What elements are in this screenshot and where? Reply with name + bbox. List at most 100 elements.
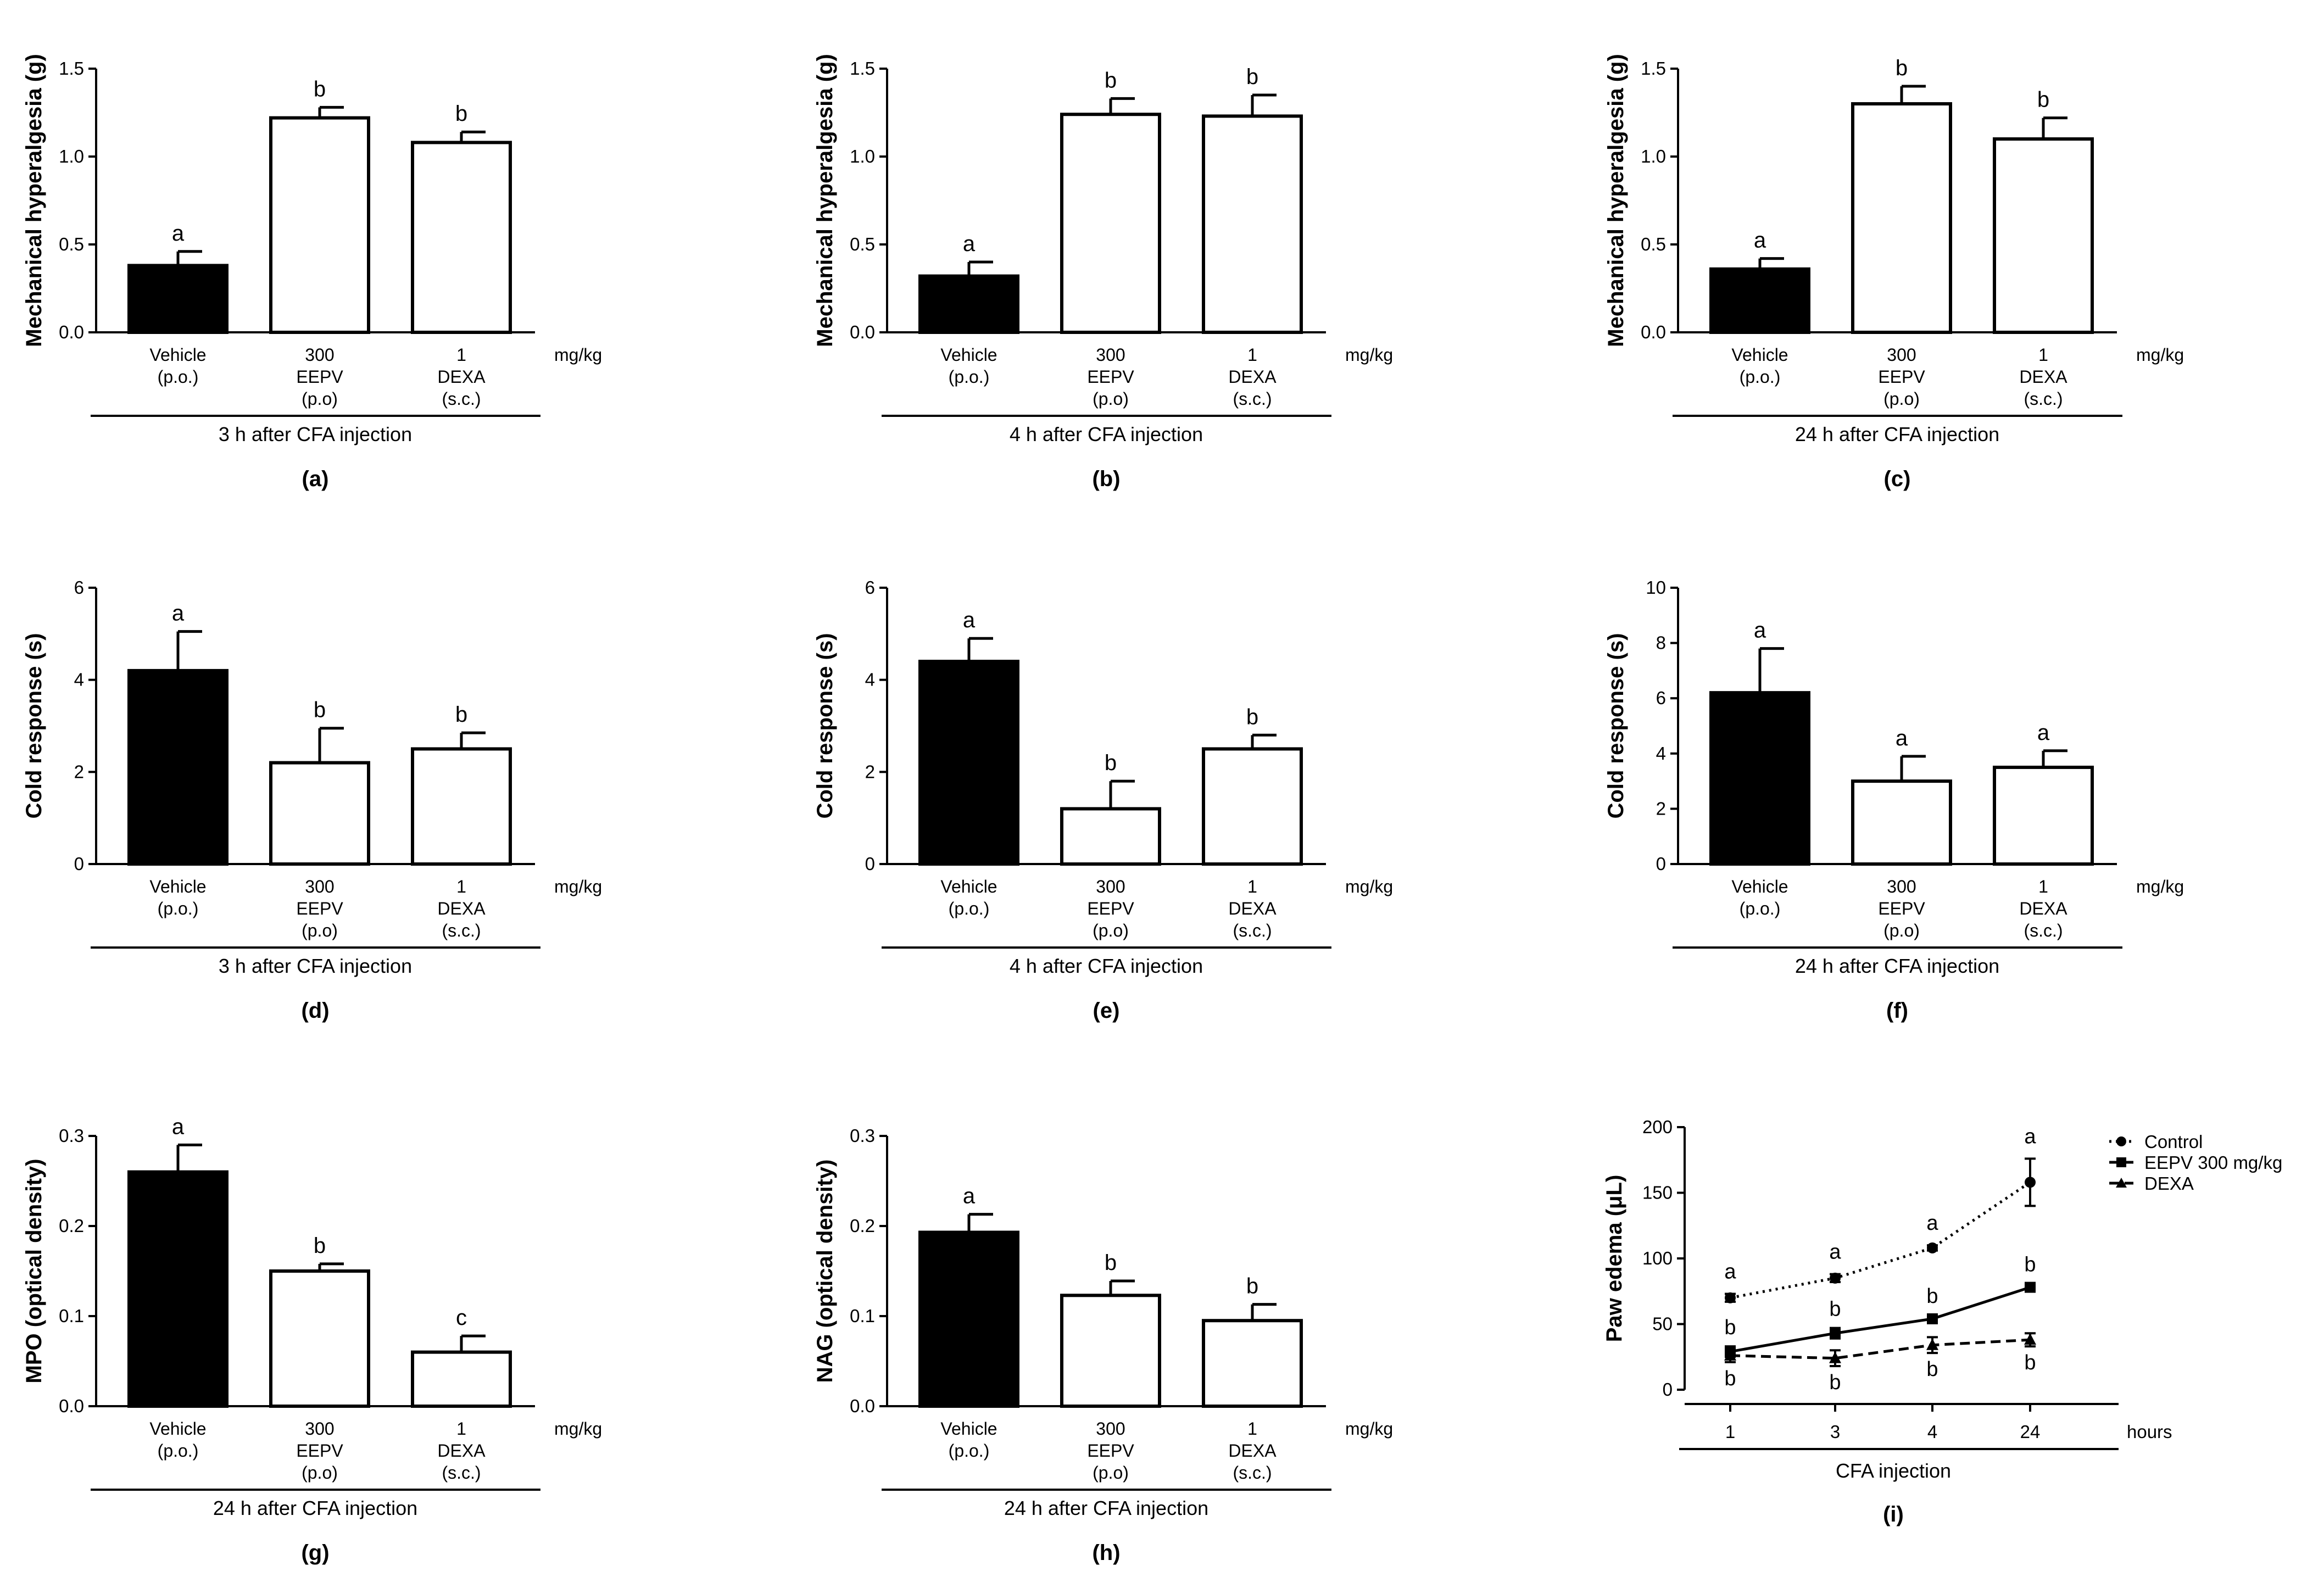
significance-letter: a — [172, 601, 185, 626]
category-label: DEXA — [437, 899, 486, 918]
bar-dexa-e — [1202, 747, 1303, 866]
category-label: DEXA — [437, 1441, 486, 1461]
dose-unit-label: mg/kg — [554, 877, 602, 896]
significance-letter: a — [1829, 1241, 1841, 1264]
category-label: 1 — [2038, 877, 2048, 896]
significance-letter: a — [172, 1115, 185, 1139]
bar-eepv-h — [1060, 1294, 1161, 1408]
panel-b: 0.0 0.5 1.0 1.5 Mechanical hyperalgesia (g) a… — [813, 54, 1393, 491]
panel-i: 0 50 100 150 200 Paw edema (μL) 1 3 4 24 hours a a a a… — [1602, 1117, 2282, 1526]
data-point — [2025, 1177, 2036, 1188]
dose-unit-label: mg/kg — [2136, 877, 2184, 896]
y-tick-label: 0 — [1663, 1379, 1673, 1400]
y-tick-label: 6 — [74, 577, 84, 598]
category-label: (s.c.) — [442, 921, 481, 940]
category-label: Vehicle — [149, 345, 206, 365]
x-tick-label: 4 — [1927, 1422, 1937, 1442]
y-axis-label: Mechanical hyperalgesia (g) — [22, 54, 46, 347]
y-tick-label: 200 — [1642, 1117, 1673, 1137]
group-label: 24 h after CFA injection — [1795, 423, 1999, 445]
bar-po-g — [127, 1170, 229, 1408]
category-label: DEXA — [1228, 1441, 1277, 1461]
bar-dexa-f — [1993, 765, 2094, 866]
y-tick-label: 0.0 — [59, 1396, 84, 1416]
panel-letter: (b) — [1092, 467, 1120, 491]
y-tick-label: 8 — [1656, 633, 1666, 653]
category-label: (s.c.) — [2024, 389, 2063, 409]
panel-a: 0.0 0.5 1.0 1.5 Mechanical hyperalgesia (g) a… — [22, 54, 602, 491]
bar-po-e — [918, 660, 1019, 866]
significance-letter: b — [1926, 1358, 1938, 1381]
significance-letter: c — [456, 1306, 467, 1330]
data-point — [1926, 1338, 1938, 1350]
y-tick-label: 1.0 — [59, 146, 84, 166]
category-label: (p.o) — [1093, 1463, 1129, 1483]
significance-letter: b — [1246, 65, 1258, 89]
y-tick-label: 0.2 — [850, 1216, 875, 1236]
significance-letter: a — [2024, 1125, 2036, 1148]
significance-letter: b — [2024, 1351, 2036, 1374]
panel-letter: (f) — [1886, 999, 1908, 1023]
category-label: EEPV — [1878, 899, 1925, 918]
y-tick-label: 10 — [1646, 577, 1666, 598]
category-label: (p.o) — [302, 1463, 338, 1483]
category-label: DEXA — [1228, 367, 1277, 387]
y-axis-label: Mechanical hyperalgesia (g) — [1604, 54, 1628, 347]
panel-letter: (a) — [302, 467, 329, 491]
panel-g: 0.0 0.1 0.2 0.3 MPO (optical density) a Vehicl… — [22, 1115, 602, 1565]
category-label: (s.c.) — [1233, 1463, 1272, 1483]
category-label: 300 — [305, 345, 334, 365]
category-label: 300 — [305, 1419, 334, 1439]
y-tick-label: 0.5 — [59, 234, 84, 254]
category-label: EEPV — [296, 367, 343, 387]
category-label: EEPV — [296, 899, 343, 918]
panel-letter: (i) — [1883, 1502, 1904, 1526]
category-label: (p.o) — [1883, 921, 1920, 940]
significance-letter: b — [2037, 88, 2049, 112]
panel-f: 0 2 4 6 8 10 Cold response (s) a Vehicle (p.o.) a 3… — [1604, 577, 2184, 1023]
significance-letter: b — [314, 698, 326, 722]
legend-marker — [2116, 1157, 2126, 1167]
significance-letter: a — [963, 232, 976, 256]
category-label: EEPV — [1087, 899, 1134, 918]
category-label: (p.o.) — [158, 1441, 199, 1461]
category-label: (p.o) — [302, 921, 338, 940]
category-label: 300 — [1096, 345, 1125, 365]
dose-unit-label: mg/kg — [1345, 877, 1393, 896]
y-axis-label: Mechanical hyperalgesia (g) — [813, 54, 837, 347]
category-label: (s.c.) — [442, 389, 481, 409]
group-label: 24 h after CFA injection — [1795, 955, 1999, 977]
significance-letter: b — [1724, 1316, 1736, 1339]
y-tick-label: 4 — [74, 670, 84, 690]
legend-label: DEXA — [2144, 1173, 2194, 1194]
panel-h: 0.0 0.1 0.2 0.3 NAG (optical density) a Vehicl… — [813, 1125, 1393, 1565]
y-tick-label: 0 — [74, 854, 84, 874]
category-label: (p.o.) — [949, 899, 990, 918]
significance-letter: b — [455, 102, 467, 126]
panel-letter: (e) — [1093, 999, 1120, 1023]
y-tick-label: 1.0 — [1641, 146, 1666, 166]
data-point — [1830, 1328, 1841, 1339]
significance-letter: b — [314, 77, 326, 101]
category-label: 1 — [456, 877, 466, 896]
x-tick-label: 24 — [2020, 1422, 2041, 1442]
significance-letter: b — [2024, 1253, 2036, 1276]
group-label: 4 h after CFA injection — [1010, 955, 1203, 977]
significance-letter: b — [1829, 1371, 1841, 1394]
category-label: DEXA — [437, 367, 486, 387]
category-label: 1 — [456, 1419, 466, 1439]
bar-eepv-b — [1060, 113, 1161, 334]
x-tick-label: 3 — [1830, 1422, 1840, 1442]
category-label: DEXA — [2019, 899, 2067, 918]
category-label: (p.o) — [302, 389, 338, 409]
y-tick-label: 2 — [74, 761, 84, 782]
x-unit-label: hours — [2127, 1422, 2172, 1442]
data-point — [1830, 1272, 1841, 1284]
category-label: 1 — [456, 345, 466, 365]
data-point — [1724, 1349, 1736, 1361]
series-line-1 — [1730, 1286, 2031, 1353]
significance-letter: b — [455, 703, 467, 727]
panel-letter: (g) — [301, 1541, 329, 1565]
y-tick-label: 6 — [1656, 688, 1666, 708]
significance-letter: b — [1105, 751, 1117, 775]
